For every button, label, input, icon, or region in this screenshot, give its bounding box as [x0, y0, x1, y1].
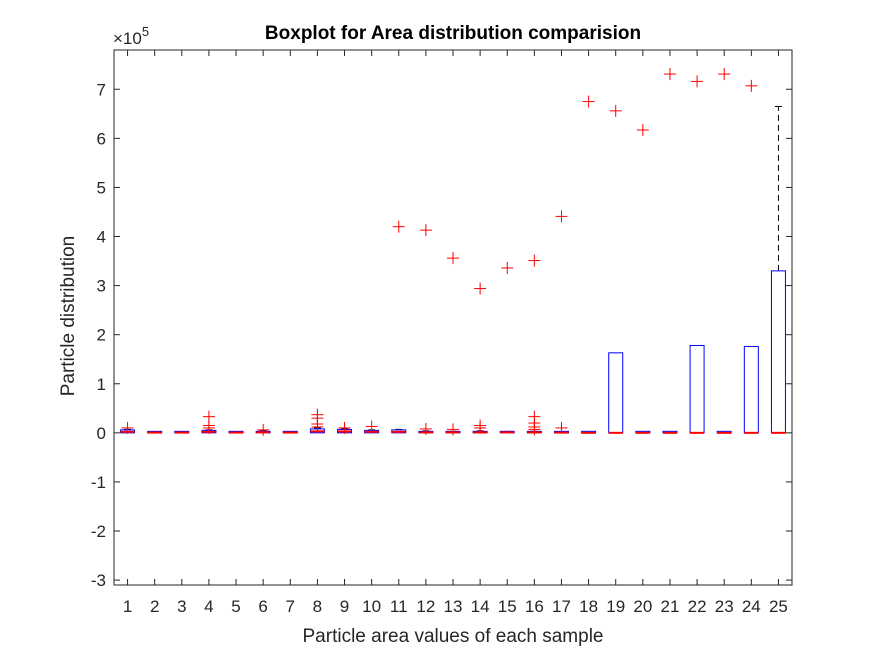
- x-tick-label: 22: [688, 597, 707, 616]
- outlier-marker: [691, 75, 704, 88]
- x-tick-label: 6: [258, 597, 267, 616]
- outlier-marker: [718, 68, 731, 81]
- y-tick-label: 1: [97, 375, 106, 394]
- x-tick-label: 1: [123, 597, 132, 616]
- x-tick-label: 14: [471, 597, 490, 616]
- y-axis-label: Particle distribution: [58, 236, 79, 397]
- x-tick-label: 24: [742, 597, 761, 616]
- y-tick-label: 6: [97, 129, 106, 148]
- outlier-marker: [745, 79, 758, 92]
- outlier-marker: [419, 224, 432, 237]
- x-tick-label: 25: [769, 597, 788, 616]
- outlier-marker: [636, 124, 649, 137]
- y-tick-label: 2: [97, 326, 106, 345]
- x-tick-label: 12: [416, 597, 435, 616]
- outlier-marker: [338, 421, 351, 434]
- outlier-marker: [663, 68, 676, 81]
- y-tick-label: 3: [97, 277, 106, 296]
- x-tick-label: 4: [204, 597, 213, 616]
- outlier-marker: [392, 220, 405, 233]
- x-tick-label: 13: [444, 597, 463, 616]
- outlier-marker: [528, 423, 541, 436]
- y-tick-label: -2: [91, 522, 106, 541]
- x-tick-label: 18: [579, 597, 598, 616]
- x-tick-label: 3: [177, 597, 186, 616]
- outlier-marker: [474, 421, 487, 434]
- x-tick-label: 2: [150, 597, 159, 616]
- x-tick-label: 10: [362, 597, 381, 616]
- y-exponent-label: ×105: [113, 24, 149, 48]
- outlier-marker: [555, 210, 568, 223]
- y-exponent-power: 5: [142, 24, 149, 39]
- outlier-marker: [501, 261, 514, 274]
- x-tick-label: 15: [498, 597, 517, 616]
- outlier-marker: [528, 254, 541, 267]
- x-tick-label: 19: [606, 597, 625, 616]
- outlier-marker: [447, 252, 459, 265]
- outlier-marker: [311, 420, 324, 433]
- outlier-marker: [609, 104, 622, 117]
- x-tick-label: 21: [660, 597, 679, 616]
- y-exponent-base: ×10: [113, 29, 142, 48]
- y-tick-label: 0: [97, 424, 106, 443]
- x-tick-label: 17: [552, 597, 571, 616]
- chart-title: Boxplot for Area distribution comparisio…: [265, 23, 641, 44]
- outlier-marker: [257, 423, 270, 436]
- x-tick-label: 16: [525, 597, 544, 616]
- y-tick-label: 4: [97, 228, 106, 247]
- x-axis-label: Particle area values of each sample: [303, 626, 604, 647]
- x-tick-label: 5: [231, 597, 240, 616]
- x-tick-label: 20: [633, 597, 652, 616]
- x-tick-label: 9: [340, 597, 349, 616]
- x-tick-label: 8: [313, 597, 322, 616]
- outlier-marker: [582, 95, 595, 108]
- x-tick-label: 23: [715, 597, 734, 616]
- x-tick-label: 11: [390, 597, 408, 616]
- outlier-marker: [555, 421, 568, 434]
- outlier-marker: [447, 423, 459, 436]
- y-tick-label: -3: [91, 571, 106, 590]
- y-tick-label: -1: [91, 473, 106, 492]
- outlier-marker: [419, 422, 432, 435]
- outlier-marker: [365, 420, 378, 433]
- y-tick-label: 5: [97, 178, 106, 197]
- outlier-marker: [474, 282, 487, 295]
- outlier-marker: [121, 421, 134, 434]
- outlier-marker: [202, 421, 215, 434]
- y-tick-label: 7: [97, 80, 106, 99]
- x-tick-label: 7: [286, 597, 295, 616]
